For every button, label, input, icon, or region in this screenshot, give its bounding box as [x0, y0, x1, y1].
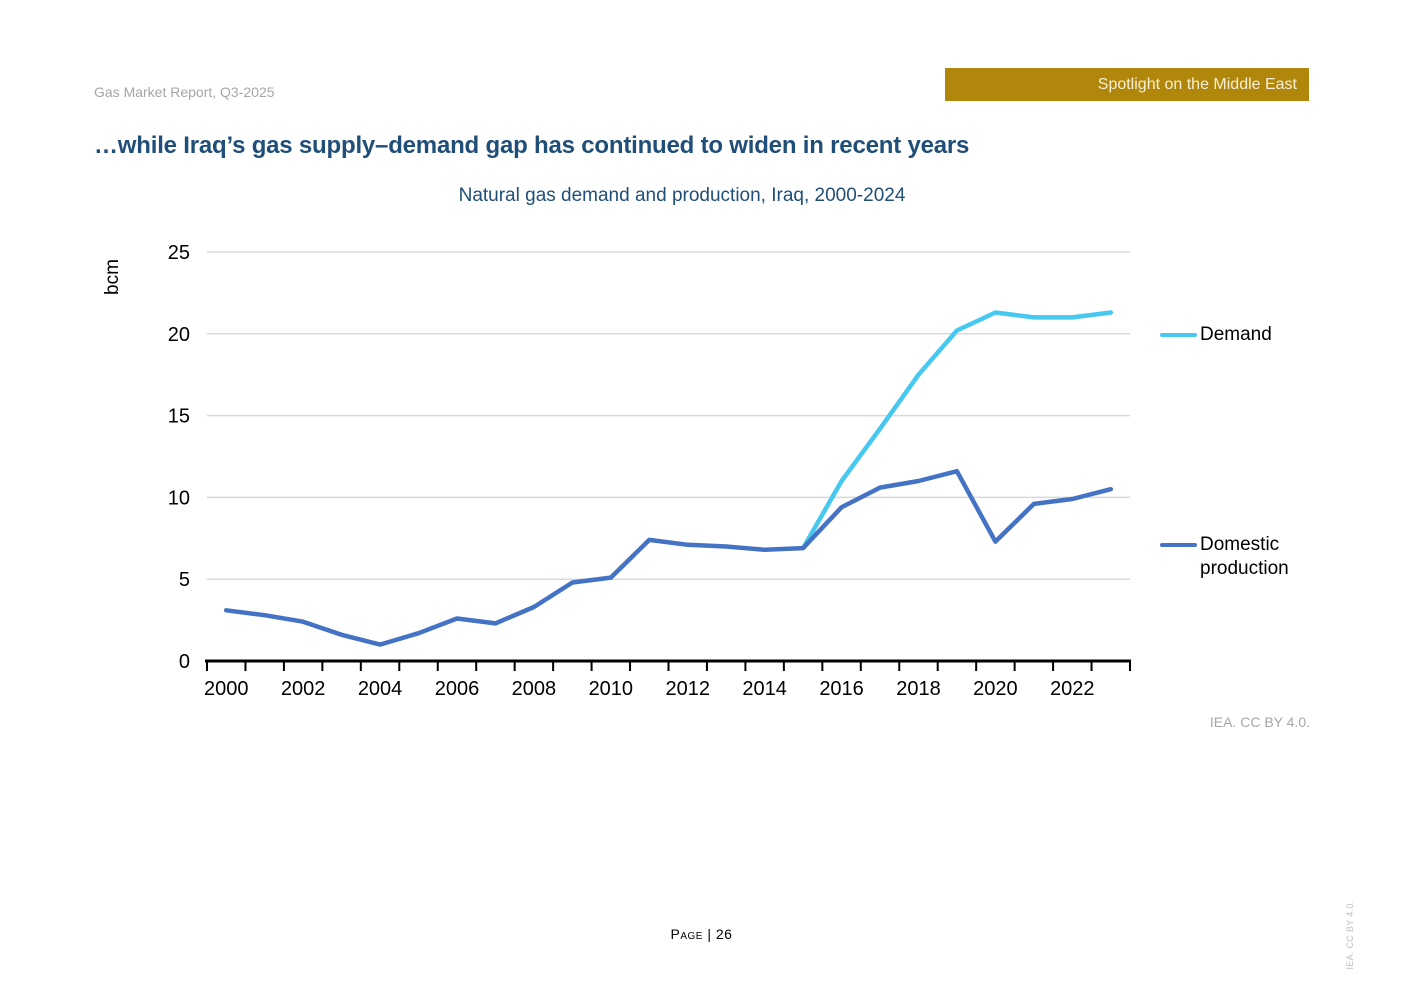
- y-tick-label-15: 15: [168, 406, 190, 428]
- x-tick-label-2018: 2018: [896, 678, 941, 700]
- production-line-swatch-icon: [1160, 543, 1197, 547]
- legend-item-demand: Demand: [1160, 323, 1312, 347]
- x-tick-label-2008: 2008: [512, 678, 557, 700]
- y-tick-label-10: 10: [168, 487, 190, 509]
- y-tick-label-25: 25: [168, 242, 190, 264]
- page-title: …while Iraq’s gas supply–demand gap has …: [94, 132, 970, 159]
- y-tick-label-5: 5: [179, 569, 190, 591]
- x-tick-label-2022: 2022: [1050, 678, 1095, 700]
- legend-label-production: Domestic production: [1200, 534, 1289, 579]
- spotlight-banner: Spotlight on the Middle East: [945, 68, 1309, 101]
- x-tick-label-2002: 2002: [281, 678, 326, 700]
- page-number: Page | 26: [670, 926, 733, 942]
- x-tick-label-2012: 2012: [665, 678, 710, 700]
- legend-item-production: Domestic production: [1160, 533, 1312, 581]
- x-tick-label-2004: 2004: [358, 678, 403, 700]
- iea-license-credit: IEA. CC BY 4.0.: [1209, 714, 1310, 730]
- series-line-demand: [800, 310, 1114, 551]
- demand-line-swatch-icon: [1160, 333, 1197, 337]
- x-tick-label-2010: 2010: [589, 678, 634, 700]
- report-name-label: Gas Market Report, Q3-2025: [94, 84, 275, 100]
- iea-license-credit-vertical: IEA. CC BY 4.0.: [1345, 900, 1355, 970]
- x-tick-label-2000: 2000: [204, 678, 249, 700]
- x-tick-label-2016: 2016: [819, 678, 864, 700]
- y-tick-label-20: 20: [168, 324, 190, 346]
- legend-label-demand: Demand: [1200, 324, 1272, 345]
- chart-title: Natural gas demand and production, Iraq,…: [458, 185, 906, 206]
- x-tick-label-2006: 2006: [435, 678, 480, 700]
- x-tick-label-2014: 2014: [742, 678, 787, 700]
- series-line-domestic-production: [223, 468, 1114, 647]
- x-tick-label-2020: 2020: [973, 678, 1018, 700]
- y-tick-label-0: 0: [179, 651, 190, 673]
